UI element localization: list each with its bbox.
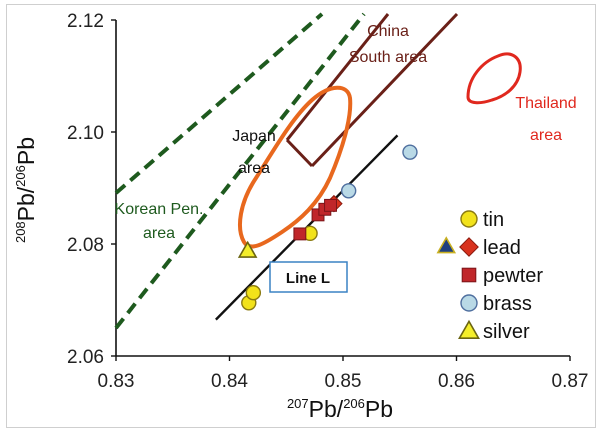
legend-label-tin: tin — [483, 209, 504, 231]
legend-label-lead: lead — [483, 237, 521, 259]
x-tick-label: 0.83 — [98, 371, 135, 392]
y-axis-title: 208Pb/206Pb — [13, 137, 39, 243]
region-label: area — [143, 225, 175, 242]
x-tick-label: 0.85 — [325, 371, 362, 392]
tin-point — [245, 285, 262, 301]
legend-marker-pewter — [461, 267, 477, 283]
region-label: South area — [349, 49, 427, 66]
china-south-region — [285, 12, 459, 168]
x-axis-title: 207Pb/206Pb — [287, 396, 393, 422]
legend-marker-tin — [460, 210, 478, 228]
legend-label-silver: silver — [483, 321, 530, 343]
thailand-region — [466, 52, 522, 105]
y-tick-label: 2.08 — [67, 235, 104, 256]
region-label: China — [367, 23, 409, 40]
region-label: Thailand — [515, 95, 576, 112]
region-label: area — [238, 160, 270, 177]
line-l-label: Line L — [286, 270, 330, 287]
legend: tin lead pewter brass silver — [458, 209, 543, 343]
legend-label-brass: brass — [483, 293, 532, 315]
brass-point — [402, 144, 418, 160]
x-tick-label: 0.84 — [211, 371, 248, 392]
pewter-point — [324, 198, 337, 212]
japan-region — [238, 85, 353, 249]
legend-marker-silver — [458, 319, 480, 340]
y-tick-label: 2.12 — [67, 11, 104, 32]
chart-frame — [6, 4, 596, 428]
silver-point — [237, 240, 258, 258]
region-label: Korean Pen. — [115, 201, 204, 218]
pewter-point — [293, 227, 307, 241]
region-label: area — [530, 127, 562, 144]
legend-marker-lead — [459, 237, 479, 257]
line-l-label-box: Line L — [269, 261, 348, 293]
brass-point — [340, 183, 357, 199]
y-tick-label: 2.06 — [67, 347, 104, 368]
legend-marker-brass — [460, 294, 478, 312]
korean-pen-region — [114, 12, 366, 330]
y-tick-label: 2.10 — [67, 123, 104, 144]
region-label: Japan — [232, 128, 276, 145]
extra-triangle-point — [436, 236, 457, 254]
x-tick-label: 0.87 — [552, 371, 589, 392]
x-tick-label: 0.86 — [438, 371, 475, 392]
legend-label-pewter: pewter — [483, 265, 543, 287]
